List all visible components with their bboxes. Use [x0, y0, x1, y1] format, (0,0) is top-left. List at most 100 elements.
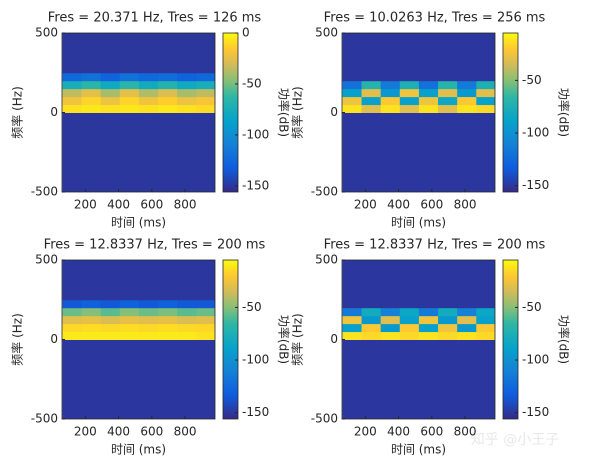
heatmap-cell	[399, 411, 420, 419]
heatmap-cell	[476, 152, 495, 161]
heatmap-cell	[418, 363, 439, 372]
heatmap-cell	[138, 56, 159, 66]
heatmap-cell	[457, 104, 477, 113]
heatmap-cell	[119, 64, 140, 74]
heatmap-cell	[418, 299, 439, 309]
heatmap-cell	[119, 411, 140, 419]
heatmap-cell	[476, 371, 495, 380]
heatmap-cell	[361, 315, 382, 325]
heatmap-cell	[476, 72, 495, 82]
heatmap-cell	[418, 48, 439, 58]
heatmap-cell	[438, 40, 458, 50]
heatmap-cell	[457, 112, 477, 121]
heatmap-cell	[119, 260, 140, 269]
heatmap-cell	[119, 112, 140, 121]
heatmap-cell	[342, 136, 363, 145]
heatmap-cell	[81, 347, 102, 356]
heatmap-cell	[196, 299, 215, 309]
heatmap-cell	[476, 299, 495, 309]
heatmap-cell	[457, 260, 477, 269]
x-tick-label: 600	[420, 198, 443, 212]
heatmap-cell	[177, 168, 197, 177]
heatmap-cell	[81, 379, 102, 388]
heatmap-cell	[81, 96, 102, 106]
heatmap-cell	[399, 291, 420, 301]
heatmap-cell	[399, 120, 420, 129]
heatmap-cell	[119, 144, 140, 153]
heatmap-cell	[138, 339, 159, 348]
heatmap-cell	[196, 56, 215, 66]
heatmap-cell	[196, 96, 215, 106]
heatmap-cell	[119, 136, 140, 145]
chart-title: Fres = 20.371 Hz, Tres = 126 ms	[48, 11, 262, 26]
heatmap-cell	[380, 379, 401, 388]
heatmap-cell	[158, 80, 178, 90]
heatmap-cell	[438, 168, 458, 177]
heatmap-cell	[119, 104, 140, 113]
heatmap-cell	[457, 371, 477, 380]
heatmap-cell	[177, 96, 197, 106]
heatmap-cell	[138, 315, 159, 325]
heatmap-cell	[177, 48, 197, 58]
heatmap-cell	[62, 291, 83, 301]
heatmap-cell	[361, 184, 382, 192]
heatmap-cell	[361, 379, 382, 388]
heatmap-cell	[380, 403, 401, 412]
heatmap-cell	[361, 387, 382, 396]
heatmap-cell	[119, 160, 140, 169]
heatmap-cell	[342, 363, 363, 372]
heatmap-cell	[138, 387, 159, 396]
heatmap-cell	[138, 283, 159, 293]
x-tick-label: 400	[387, 425, 410, 439]
heatmap-cell	[119, 33, 140, 42]
x-tick-label: 800	[174, 198, 197, 212]
heatmap-cell	[476, 307, 495, 317]
heatmap-cell	[158, 331, 178, 340]
heatmap-cell	[158, 104, 178, 113]
heatmap-cell	[476, 144, 495, 153]
heatmap-cell	[476, 40, 495, 50]
heatmap-cell	[380, 144, 401, 153]
heatmap-cell	[158, 347, 178, 356]
heatmap-cell	[177, 331, 197, 340]
heatmap-cell	[119, 315, 140, 325]
heatmap	[342, 33, 495, 192]
heatmap-cell	[62, 371, 83, 380]
heatmap-cell	[418, 160, 439, 169]
heatmap-cell	[361, 56, 382, 66]
heatmap-cell	[158, 184, 178, 192]
heatmap-cell	[196, 347, 215, 356]
heatmap-cell	[62, 363, 83, 372]
heatmap-cell	[342, 33, 363, 42]
heatmap-cell	[438, 291, 458, 301]
heatmap-cell	[476, 363, 495, 372]
heatmap-cell	[361, 299, 382, 309]
heatmap-cell	[380, 371, 401, 380]
heatmap-cell	[438, 104, 458, 113]
heatmap-cell	[177, 144, 197, 153]
heatmap-cell	[380, 299, 401, 309]
heatmap-cell	[418, 331, 439, 340]
heatmap-cell	[457, 184, 477, 192]
heatmap-cell	[100, 152, 121, 161]
heatmap-cell	[418, 96, 439, 106]
heatmap-cell	[81, 72, 102, 82]
heatmap-cell	[342, 152, 363, 161]
heatmap-cell	[438, 315, 458, 325]
heatmap-cell	[361, 347, 382, 356]
heatmap-cell	[177, 283, 197, 293]
heatmap-cell	[438, 184, 458, 192]
heatmap-cell	[418, 152, 439, 161]
colorbar-tick-label: -150	[242, 178, 269, 192]
heatmap-cell	[158, 48, 178, 58]
heatmap-cell	[62, 160, 83, 169]
heatmap-cell	[399, 379, 420, 388]
heatmap-cell	[158, 267, 178, 277]
heatmap-cell	[342, 315, 363, 325]
heatmap-cell	[457, 40, 477, 50]
heatmap-cell	[476, 168, 495, 177]
heatmap-cell	[438, 136, 458, 145]
colorbar-tick-label: -50	[522, 73, 542, 87]
heatmap-cell	[342, 283, 363, 293]
heatmap-cell	[196, 48, 215, 58]
